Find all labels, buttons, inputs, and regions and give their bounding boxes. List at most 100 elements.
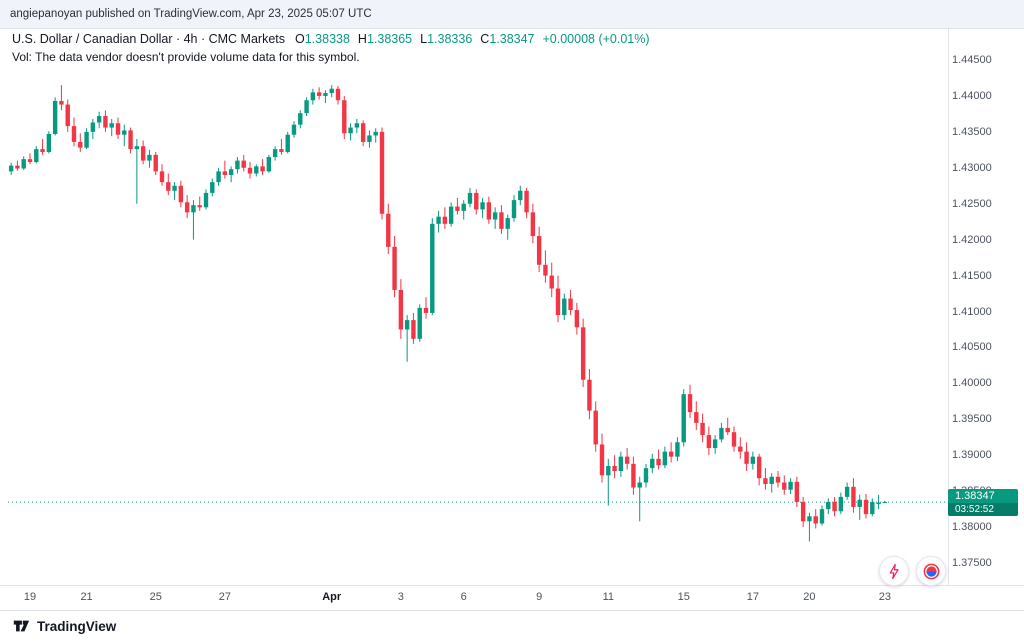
candle-body — [122, 130, 127, 135]
candle-body — [511, 200, 517, 219]
candle-body — [530, 212, 536, 237]
symbol-header: U.S. Dollar / Canadian Dollar · 4h · CMC… — [12, 33, 650, 63]
candle-body — [348, 127, 353, 134]
candle-body — [159, 171, 165, 183]
symbol-title[interactable]: U.S. Dollar / Canadian Dollar · 4h · CMC… — [12, 32, 285, 46]
price-axis-label: 1.39500 — [952, 413, 992, 426]
candle-body — [712, 439, 718, 449]
price-axis-label: 1.40500 — [952, 341, 992, 354]
candle-body — [474, 192, 479, 210]
candle-body — [794, 481, 800, 502]
candle-body — [203, 192, 209, 208]
price-axis-label: 1.41000 — [952, 305, 992, 318]
candle-body — [782, 482, 787, 490]
candle-body — [90, 122, 96, 132]
price-axis-label: 1.39000 — [952, 449, 992, 462]
candle-body — [285, 134, 290, 152]
candle-body — [15, 165, 20, 169]
brand-name[interactable]: TradingView — [37, 618, 117, 634]
candle-body — [826, 501, 831, 510]
candle-body — [71, 126, 77, 142]
time-axis-label: 20 — [803, 591, 816, 603]
candle-body — [800, 501, 806, 522]
candle-body — [574, 310, 580, 328]
last-price-badge: 1.38347 03:52:52 — [948, 489, 1018, 517]
candle-body — [323, 93, 328, 96]
candle-body — [254, 166, 259, 174]
candle-body — [587, 379, 592, 411]
candle-body — [304, 100, 309, 114]
candle-body — [536, 236, 542, 265]
candle-body — [392, 246, 397, 290]
candle-body — [750, 456, 756, 464]
candle-body — [681, 394, 686, 443]
candle-body — [52, 100, 58, 135]
candle-body — [555, 288, 561, 316]
candle-body — [832, 501, 837, 512]
candle-body — [115, 123, 121, 135]
candle-body — [423, 307, 429, 313]
tradingview-logo-icon[interactable] — [12, 617, 30, 635]
candle-body — [643, 468, 649, 483]
candle-body — [247, 167, 253, 174]
price-axis-label: 1.37500 — [952, 557, 992, 569]
time-axis-label: 23 — [878, 591, 891, 603]
candle-body — [486, 202, 492, 220]
candle-body — [310, 92, 316, 101]
candle-body — [342, 100, 347, 134]
emblem-reaction-button[interactable] — [916, 556, 946, 586]
price-axis-label: 1.43000 — [952, 161, 992, 174]
flash-reaction-button[interactable] — [879, 556, 909, 586]
bar-countdown: 03:52:52 — [948, 503, 1018, 517]
candle-body — [147, 154, 152, 161]
price-axis-label: 1.43500 — [952, 125, 992, 138]
candle-body — [442, 216, 448, 224]
candle-body — [788, 481, 793, 490]
price-axis-label: 1.44000 — [952, 89, 992, 102]
candle-body — [624, 456, 630, 464]
candle-body — [8, 165, 14, 172]
price-axis-label: 1.44500 — [952, 54, 992, 66]
candle-body — [260, 166, 265, 172]
candle-body — [769, 476, 774, 484]
candle-body — [178, 185, 184, 203]
candle-body — [694, 412, 699, 423]
candle-body — [266, 157, 272, 172]
candle-body — [857, 499, 862, 507]
candle-body — [568, 298, 573, 311]
candle-body — [763, 478, 768, 484]
candle-body — [637, 482, 642, 488]
price-axis-label: 1.40000 — [952, 377, 992, 390]
price-axis-label: 1.42500 — [952, 197, 992, 210]
candle-body — [807, 516, 812, 522]
candle-body — [518, 190, 523, 201]
candle-body — [140, 146, 146, 161]
candle-body — [228, 169, 234, 175]
price-axis-label: 1.41500 — [952, 269, 992, 282]
candle-body — [404, 320, 410, 330]
candle-body — [191, 205, 196, 213]
candle-body — [668, 451, 674, 457]
candle-body — [46, 134, 52, 152]
candle-body — [448, 206, 454, 224]
time-axis-label: 27 — [218, 591, 231, 603]
candle-body — [870, 501, 875, 515]
candle-body — [719, 427, 724, 440]
candle-body — [197, 205, 202, 208]
price-axis-label: 1.38000 — [952, 521, 992, 534]
candle-body — [96, 116, 102, 123]
candle-body — [612, 465, 617, 472]
candle-body — [744, 451, 749, 464]
candle-body — [455, 206, 460, 211]
footer-bar: TradingView — [0, 610, 1024, 641]
price-axis-label: 1.42000 — [952, 233, 992, 246]
volume-note: Vol: The data vendor doesn't provide vol… — [12, 49, 360, 64]
candle-body — [134, 146, 140, 150]
ohlc-low: L1.38336 — [420, 32, 473, 46]
candle-body — [725, 427, 730, 433]
candle-body — [379, 131, 385, 214]
candle-body — [216, 171, 221, 183]
candle-body — [354, 123, 360, 128]
candle-body — [543, 264, 548, 276]
